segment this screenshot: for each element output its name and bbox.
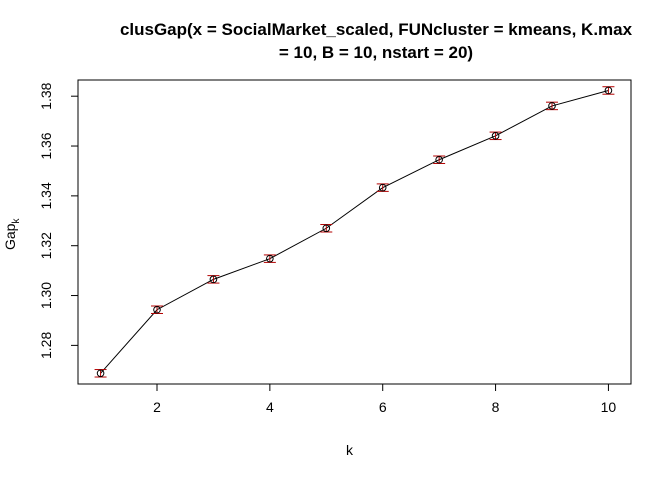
data-point bbox=[96, 369, 105, 378]
x-tick-label: 2 bbox=[153, 399, 161, 415]
x-axis-label: k bbox=[346, 442, 353, 458]
plot-frame bbox=[77, 79, 632, 385]
data-point bbox=[209, 275, 218, 284]
x-tick-label: 6 bbox=[379, 399, 387, 415]
gap-series-line bbox=[100, 89, 609, 374]
data-point bbox=[491, 132, 500, 140]
y-tick-label: 1.34 bbox=[38, 182, 54, 209]
y-axis-label-main: Gap bbox=[2, 223, 18, 250]
data-point bbox=[266, 254, 274, 263]
y-tick-label: 1.28 bbox=[38, 332, 54, 359]
chart-title-line-1: clusGap(x = SocialMarket_scaled, FUNclus… bbox=[119, 20, 633, 39]
y-axis-label: Gapk bbox=[2, 219, 22, 250]
y-tick-label: 1.32 bbox=[38, 232, 54, 259]
x-tick-label: 10 bbox=[601, 399, 617, 415]
data-point bbox=[153, 305, 161, 314]
x-tick-label: 8 bbox=[492, 399, 500, 415]
data-point bbox=[322, 224, 331, 233]
y-tick-label: 1.36 bbox=[38, 132, 54, 159]
y-tick-label: 1.30 bbox=[38, 282, 54, 309]
x-tick-label: 4 bbox=[266, 399, 274, 415]
y-tick-label: 1.38 bbox=[38, 82, 54, 109]
data-point bbox=[435, 155, 443, 164]
chart-title-line-2: = 10, B = 10, nstart = 20) bbox=[278, 43, 474, 62]
y-axis-label-subscript: k bbox=[10, 218, 22, 224]
data-point bbox=[604, 86, 613, 95]
data-point bbox=[548, 102, 556, 110]
data-point bbox=[378, 183, 387, 192]
